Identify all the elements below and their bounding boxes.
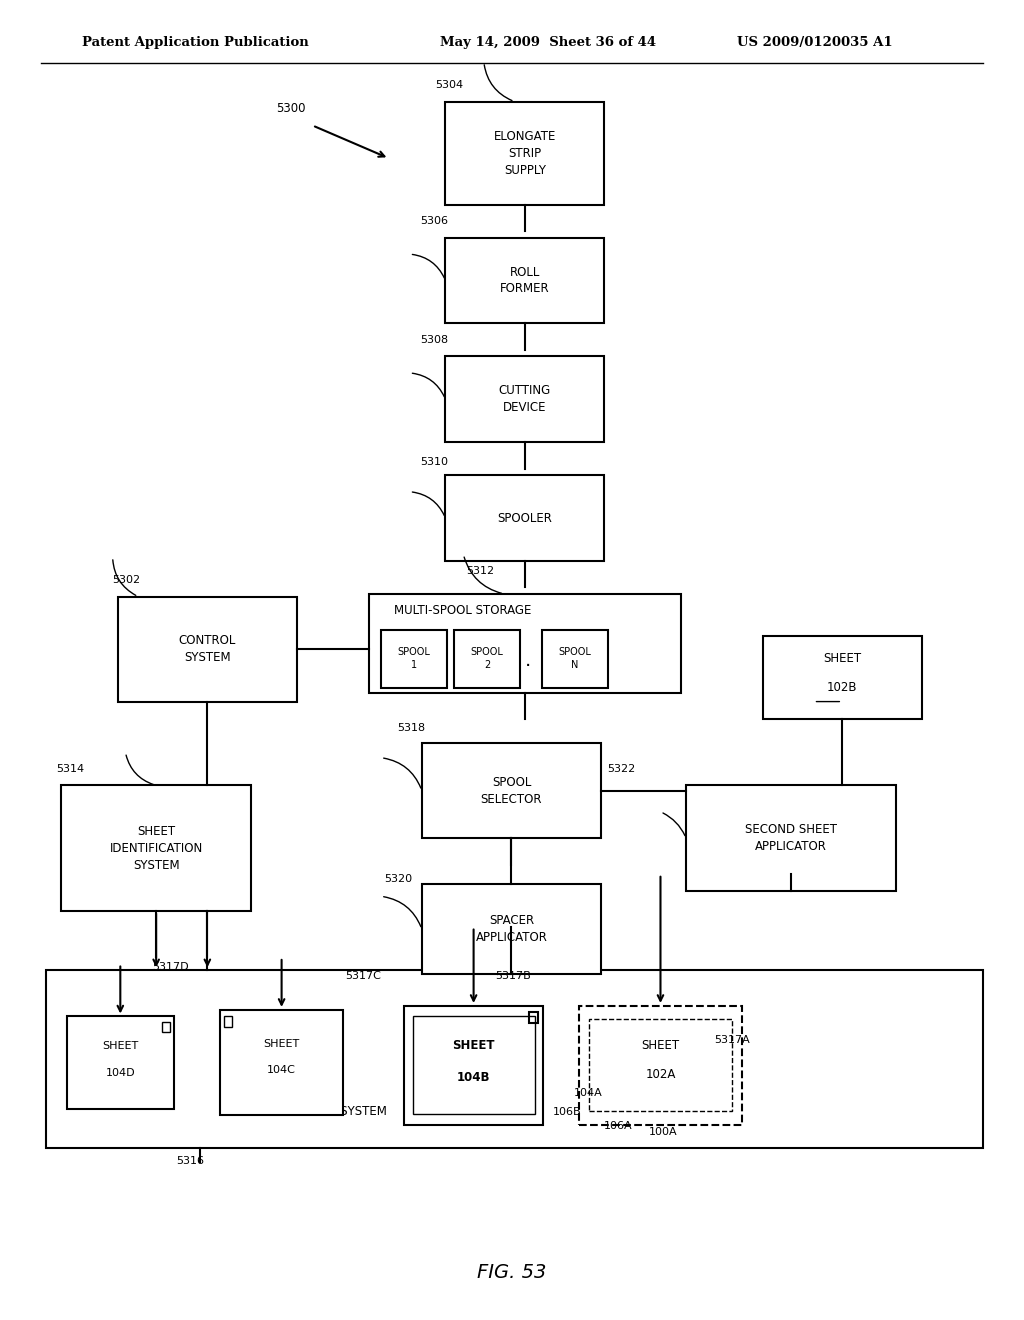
Polygon shape — [404, 1006, 543, 1125]
Text: 5314: 5314 — [56, 764, 84, 775]
Text: CUTTING
DEVICE: CUTTING DEVICE — [499, 384, 551, 414]
Text: 104C: 104C — [267, 1065, 296, 1076]
Text: 5317D: 5317D — [153, 962, 189, 973]
Polygon shape — [67, 1016, 174, 1109]
Polygon shape — [422, 743, 601, 838]
Polygon shape — [445, 356, 604, 442]
Text: 100A: 100A — [649, 1127, 678, 1138]
Polygon shape — [579, 1006, 742, 1125]
Text: SHEET: SHEET — [263, 1039, 300, 1049]
Text: SECOND SHEET
APPLICATOR: SECOND SHEET APPLICATOR — [745, 824, 837, 853]
Polygon shape — [61, 785, 251, 911]
Text: 5312: 5312 — [466, 566, 494, 577]
Text: SHEET: SHEET — [453, 1039, 495, 1052]
Text: 5310: 5310 — [420, 457, 447, 467]
Text: 5322: 5322 — [607, 764, 636, 775]
Text: SHEET: SHEET — [641, 1039, 680, 1052]
Text: 5317A: 5317A — [714, 1035, 750, 1045]
Text: ROLL
FORMER: ROLL FORMER — [500, 265, 550, 296]
Text: SPOOL
1: SPOOL 1 — [397, 647, 431, 671]
Text: 102A: 102A — [645, 1068, 676, 1081]
Text: MULTI-SPOOL STORAGE: MULTI-SPOOL STORAGE — [394, 603, 531, 616]
Polygon shape — [381, 630, 447, 688]
Polygon shape — [369, 594, 681, 693]
Text: 5300: 5300 — [276, 102, 306, 115]
Text: US 2009/0120035 A1: US 2009/0120035 A1 — [737, 36, 893, 49]
Text: SHEET
IDENTIFICATION
SYSTEM: SHEET IDENTIFICATION SYSTEM — [110, 825, 203, 871]
Text: ELONGATE
STRIP
SUPPLY: ELONGATE STRIP SUPPLY — [494, 129, 556, 177]
Text: 5317C: 5317C — [345, 972, 381, 982]
Polygon shape — [220, 1010, 343, 1115]
Polygon shape — [118, 597, 297, 702]
Text: SPOOL
2: SPOOL 2 — [470, 647, 504, 671]
Text: SHEET: SHEET — [823, 652, 861, 665]
Text: SPOOLER: SPOOLER — [498, 512, 552, 524]
Polygon shape — [445, 475, 604, 561]
Text: CONTROL
SYSTEM: CONTROL SYSTEM — [178, 635, 237, 664]
Text: .: . — [525, 651, 531, 669]
Text: May 14, 2009  Sheet 36 of 44: May 14, 2009 Sheet 36 of 44 — [440, 36, 656, 49]
Text: 104B: 104B — [457, 1071, 490, 1084]
Text: 5317B: 5317B — [496, 972, 531, 982]
Text: FIG. 53: FIG. 53 — [477, 1263, 547, 1282]
Text: 5316: 5316 — [176, 1156, 204, 1167]
Text: Patent Application Publication: Patent Application Publication — [82, 36, 308, 49]
Polygon shape — [454, 630, 520, 688]
Text: 5304: 5304 — [435, 81, 463, 91]
Polygon shape — [445, 102, 604, 205]
Text: 104D: 104D — [105, 1068, 135, 1078]
Text: 102B: 102B — [827, 681, 857, 694]
Text: 106A: 106A — [604, 1121, 633, 1131]
Polygon shape — [763, 636, 922, 719]
Text: SHEET: SHEET — [102, 1041, 138, 1052]
Text: 5318: 5318 — [397, 723, 425, 734]
Polygon shape — [445, 238, 604, 323]
Text: 104A: 104A — [573, 1088, 602, 1098]
Text: 5320: 5320 — [384, 874, 412, 884]
Polygon shape — [686, 785, 896, 891]
Polygon shape — [422, 884, 601, 974]
Text: SPACER
APPLICATOR: SPACER APPLICATOR — [475, 915, 548, 944]
Text: 5302: 5302 — [113, 576, 140, 586]
Text: CONVEYOR SYSTEM: CONVEYOR SYSTEM — [271, 1105, 387, 1118]
Text: 5308: 5308 — [420, 335, 447, 346]
Text: 106B: 106B — [553, 1107, 582, 1118]
Text: SPOOL
N: SPOOL N — [558, 647, 592, 671]
Polygon shape — [542, 630, 608, 688]
Polygon shape — [46, 970, 983, 1148]
Text: SPOOL
SELECTOR: SPOOL SELECTOR — [480, 776, 543, 805]
Text: 5306: 5306 — [420, 216, 447, 227]
